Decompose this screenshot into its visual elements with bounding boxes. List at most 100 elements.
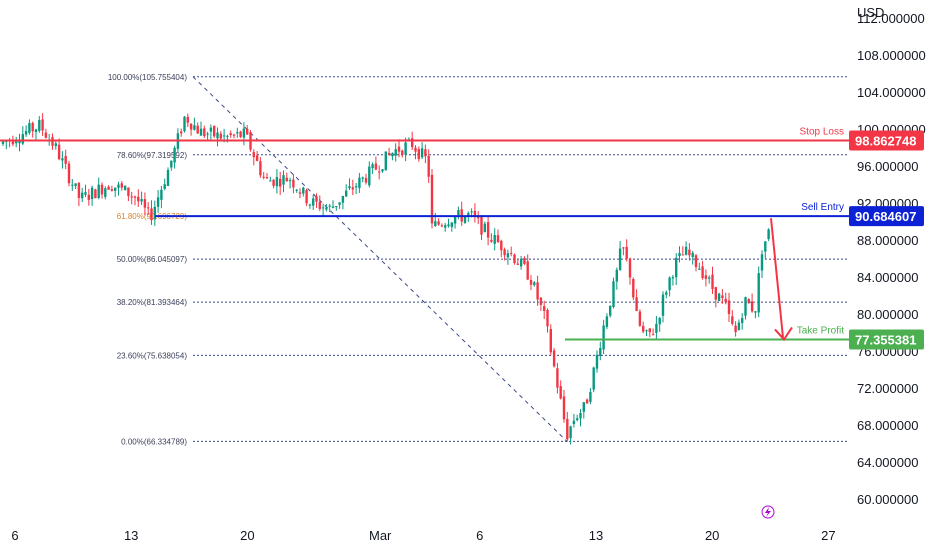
candle-body	[543, 306, 546, 311]
price-badge-value: 77.355381	[855, 332, 916, 347]
candle-body	[302, 187, 305, 194]
candle-body	[173, 147, 176, 163]
candle-body	[694, 255, 698, 268]
candle-body	[153, 206, 156, 220]
candle-body	[130, 196, 133, 198]
candle-body	[483, 223, 486, 233]
candle-body	[556, 368, 559, 388]
candle-body	[404, 142, 407, 155]
price-tick-label: 60.000000	[857, 492, 918, 507]
candle-body	[503, 249, 506, 256]
candle-body	[262, 176, 265, 178]
candle-body	[381, 169, 384, 172]
candle-body	[595, 354, 599, 369]
price-tick-label: 88.000000	[857, 233, 918, 248]
candle-body	[440, 225, 444, 227]
candle-body	[589, 392, 592, 402]
candle-body	[559, 386, 562, 399]
candle-body	[110, 189, 114, 191]
candle-body	[704, 275, 708, 279]
fib-level-label: 50.00%(86.045097)	[117, 255, 188, 264]
candle-body	[315, 196, 318, 202]
time-axis: 6 13 20 Mar 6 13 20 27	[11, 528, 835, 543]
fib-level-label: 0.00%(66.334789)	[121, 437, 187, 446]
candle-body	[417, 149, 420, 160]
candle-body	[203, 128, 206, 137]
candle-body	[401, 150, 404, 155]
candle-body	[747, 299, 750, 304]
level-label: Sell Entry	[801, 202, 844, 213]
candle-body	[767, 229, 770, 240]
level-label: Take Profit	[797, 325, 844, 336]
candle-body	[206, 133, 209, 135]
candle-body	[364, 178, 368, 183]
candle-body	[351, 187, 354, 190]
candle-body	[44, 132, 48, 138]
price-tick-label: 84.000000	[857, 270, 918, 285]
candle-body	[229, 133, 232, 135]
price-tick-label: 64.000000	[857, 455, 918, 470]
candle-body	[651, 334, 655, 336]
candle-body	[463, 216, 467, 223]
candle-body	[371, 164, 374, 169]
candle-body	[490, 239, 493, 242]
candle-body	[681, 254, 684, 256]
candle-body	[444, 225, 447, 228]
candle-body	[137, 196, 140, 202]
candle-body	[648, 328, 651, 333]
candle-body	[691, 252, 694, 258]
lightning-icon[interactable]	[761, 505, 775, 519]
candle-body	[602, 325, 605, 350]
candle-body	[717, 293, 721, 302]
candle-body	[196, 125, 199, 134]
candle-body	[279, 178, 282, 187]
candle-body	[411, 138, 414, 148]
candle-body	[114, 187, 117, 191]
candle-body	[104, 188, 107, 197]
candle-body	[572, 420, 576, 425]
candle-body	[341, 195, 345, 203]
candle-body	[259, 161, 262, 176]
candle-body	[523, 257, 526, 264]
candle-body	[318, 201, 321, 210]
candle-body	[638, 311, 642, 326]
candle-body	[298, 192, 302, 194]
candle-body	[265, 177, 269, 179]
arrow-head	[774, 326, 793, 342]
time-tick-label: 6	[476, 528, 483, 543]
candle-body	[213, 125, 216, 137]
candle-body	[737, 322, 741, 330]
candle-body	[41, 119, 44, 131]
candle-body	[321, 207, 325, 209]
fib-level-label: 100.00%(105.755404)	[108, 73, 188, 82]
candle-body	[90, 187, 94, 199]
candle-body	[526, 261, 529, 280]
price-tick-label: 104.000000	[857, 85, 926, 100]
price-tick-label: 96.000000	[857, 159, 918, 174]
candle-body	[38, 120, 41, 131]
candle-body	[189, 123, 193, 130]
candle-body	[252, 152, 255, 158]
candle-body	[328, 205, 331, 207]
candle-body	[529, 280, 533, 285]
candle-body	[655, 323, 658, 333]
candle-body	[632, 279, 635, 298]
candle-body	[582, 402, 585, 412]
candle-body	[31, 122, 34, 132]
candle-body	[24, 131, 28, 135]
price-tick-label: 108.000000	[857, 48, 926, 63]
candle-body	[612, 281, 615, 307]
candle-body	[150, 208, 153, 221]
price-badge	[849, 130, 924, 151]
candle-body	[272, 179, 275, 186]
candle-body	[622, 247, 625, 249]
time-tick-label: 6	[11, 528, 18, 543]
candle-body	[760, 254, 764, 271]
candle-body	[506, 253, 510, 258]
candle-body	[335, 205, 338, 208]
candle-body	[239, 131, 242, 137]
candle-body	[170, 160, 173, 168]
candle-body	[156, 197, 160, 207]
candle-body	[74, 183, 77, 187]
